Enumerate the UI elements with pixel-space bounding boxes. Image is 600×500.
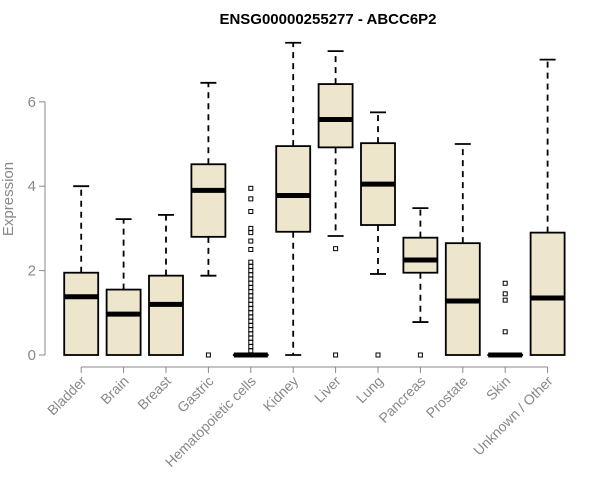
outlier-point bbox=[248, 263, 254, 269]
x-tick-label: Unknown / Other bbox=[470, 373, 556, 459]
outlier-point bbox=[248, 185, 254, 191]
outlier-point bbox=[248, 327, 254, 333]
outlier-point bbox=[248, 335, 254, 341]
box-group bbox=[317, 50, 354, 358]
outlier-point bbox=[248, 339, 254, 345]
x-tick-label: Pancreas bbox=[375, 373, 428, 426]
outlier-point bbox=[248, 209, 254, 215]
outlier-point bbox=[248, 238, 254, 244]
outlier-point bbox=[248, 196, 254, 202]
box-group bbox=[63, 185, 100, 356]
outlier-point bbox=[248, 331, 254, 337]
x-tick-label: Lung bbox=[353, 373, 386, 406]
box-iqr bbox=[148, 274, 184, 356]
outlier-point bbox=[248, 230, 254, 236]
box-iqr bbox=[275, 145, 312, 233]
y-tick-label: 2 bbox=[28, 263, 36, 280]
x-tick-label: Liver bbox=[311, 373, 344, 406]
outlier-point bbox=[248, 276, 254, 282]
box-group bbox=[529, 58, 566, 356]
y-tick-label: 0 bbox=[28, 347, 36, 364]
box-group bbox=[402, 207, 439, 358]
box-group bbox=[275, 41, 312, 356]
outlier-point bbox=[248, 268, 254, 274]
outlier-point bbox=[248, 344, 254, 350]
outlier-point bbox=[248, 301, 254, 307]
box-iqr bbox=[529, 231, 566, 356]
x-tick-label: Skin bbox=[483, 373, 514, 404]
box-iqr bbox=[317, 83, 354, 149]
outlier-point bbox=[248, 280, 254, 286]
x-tick-label: Prostate bbox=[423, 373, 471, 421]
outlier-point bbox=[248, 318, 254, 324]
outlier-point bbox=[502, 329, 508, 335]
outlier-point bbox=[333, 246, 339, 252]
outlier-point bbox=[248, 348, 254, 354]
outlier-point bbox=[248, 293, 254, 299]
outlier-point bbox=[248, 259, 254, 265]
outlier-point bbox=[248, 289, 254, 295]
outlier-point bbox=[248, 272, 254, 278]
outlier-point bbox=[502, 291, 508, 297]
x-tick-label: Breast bbox=[134, 373, 174, 413]
outlier-point bbox=[248, 314, 254, 320]
chart-title: ENSG00000255277 - ABCC6P2 bbox=[219, 11, 436, 28]
box-group bbox=[190, 81, 227, 358]
box-group bbox=[148, 213, 184, 356]
outlier-point bbox=[417, 352, 423, 358]
box-group bbox=[487, 280, 524, 358]
outlier-point bbox=[248, 284, 254, 290]
outlier-point bbox=[333, 352, 339, 358]
box-iqr bbox=[63, 271, 100, 356]
outlier-point bbox=[248, 297, 254, 303]
box-group bbox=[105, 218, 142, 356]
y-axis-label: Expression bbox=[0, 162, 17, 236]
outlier-point bbox=[502, 280, 508, 286]
outlier-point bbox=[375, 352, 381, 358]
box-iqr bbox=[190, 163, 227, 238]
outlier-point bbox=[248, 225, 254, 231]
outlier-point bbox=[248, 306, 254, 312]
x-tick-label: Kidney bbox=[260, 373, 302, 415]
y-axis: 0 2 4 6 bbox=[28, 94, 46, 364]
box-iqr bbox=[402, 236, 439, 274]
boxes bbox=[63, 41, 566, 358]
outlier-point bbox=[248, 310, 254, 316]
box-iqr bbox=[105, 288, 142, 356]
outlier-point bbox=[205, 352, 211, 358]
outlier-point bbox=[248, 322, 254, 328]
x-tick-label: Brain bbox=[97, 373, 131, 407]
box-group bbox=[360, 111, 396, 358]
outlier-point bbox=[248, 247, 254, 252]
y-tick-label: 4 bbox=[28, 178, 36, 195]
outlier-point bbox=[502, 297, 508, 303]
box-group bbox=[444, 143, 481, 356]
y-tick-label: 6 bbox=[28, 94, 36, 111]
x-tick-label: Bladder bbox=[44, 373, 90, 419]
box-group bbox=[232, 185, 269, 358]
